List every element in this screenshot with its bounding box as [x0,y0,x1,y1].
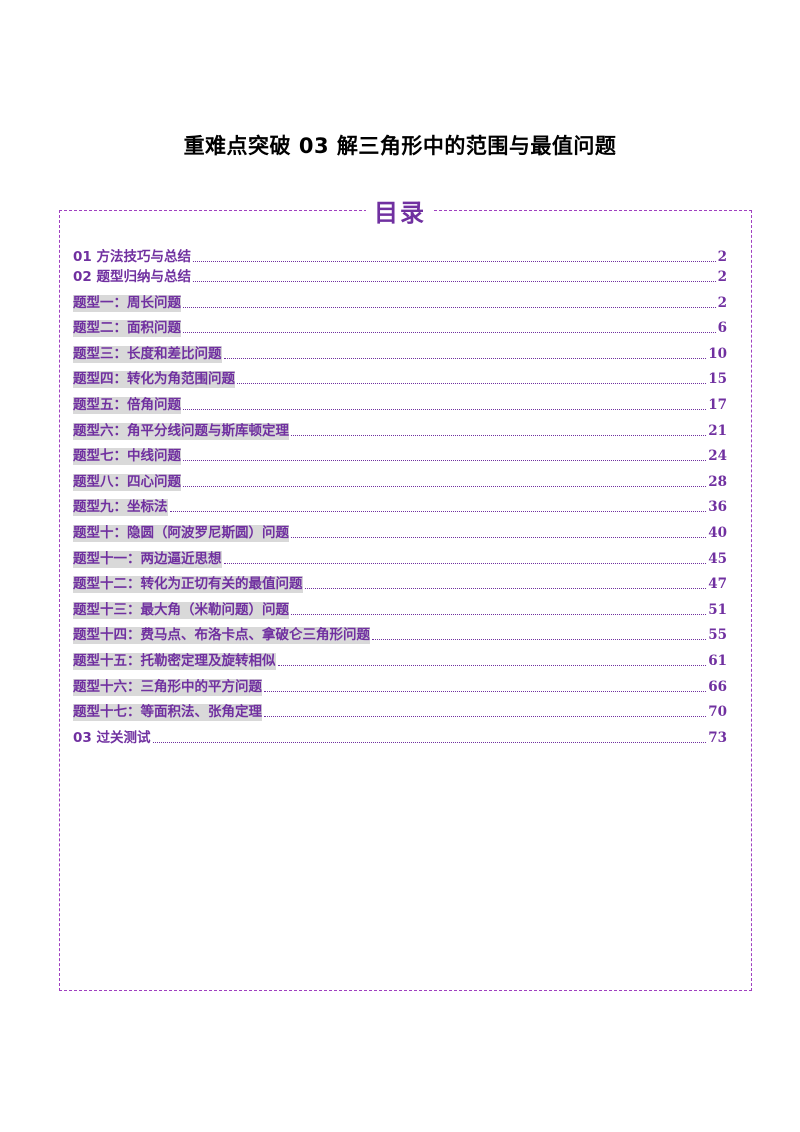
toc-leader-dots [291,434,707,436]
toc-entry-page[interactable]: 15 [708,371,727,388]
toc-entry-page[interactable]: 36 [708,499,727,516]
toc-entry-label[interactable]: 题型十二：转化为正切有关的最值问题 [73,576,303,594]
toc-leader-dots [237,383,707,385]
toc-entry[interactable]: 题型七：中线问题 24 [73,440,727,466]
toc-leader-dots [183,408,707,410]
toc-entry-page[interactable]: 61 [708,652,727,669]
toc-entry[interactable]: 题型四：转化为角范围问题 15 [73,363,727,389]
toc-leader-dots [193,261,716,262]
toc-entry-page[interactable]: 21 [708,422,727,439]
toc-entry-page[interactable]: 2 [717,294,727,311]
toc-entry-page[interactable]: 55 [708,627,727,644]
toc-entry[interactable]: 题型十一：两边逼近思想 45 [73,542,727,568]
toc-entry-page[interactable]: 10 [708,345,727,362]
toc-entry[interactable]: 题型三：长度和差比问题 10 [73,337,727,363]
toc-entry-label[interactable]: 题型十一：两边逼近思想 [73,550,222,568]
toc-entry[interactable]: 题型八：四心问题 28 [73,465,727,491]
toc-entry-label[interactable]: 题型十四：费马点、布洛卡点、拿破仑三角形问题 [73,627,370,645]
toc-entry[interactable]: 01 方法技巧与总结 2 [73,246,727,266]
toc-entry[interactable]: 题型一：周长问题 2 [73,286,727,312]
toc-leader-dots [183,485,707,487]
toc-entry[interactable]: 题型十七：等面积法、张角定理 70 [73,696,727,722]
toc-entry-page[interactable]: 2 [717,269,727,285]
toc-leader-dots [277,664,707,666]
toc-entry[interactable]: 题型六：角平分线问题与斯库顿定理 21 [73,414,727,440]
document-title: 重难点突破 03 解三角形中的范围与最值问题 [183,134,617,158]
toc-entry[interactable]: 题型十二：转化为正切有关的最值问题 47 [73,568,727,594]
toc-entry-label[interactable]: 题型七：中线问题 [73,448,181,466]
toc-entry[interactable]: 题型五：倍角问题 17 [73,388,727,414]
toc-entry-label[interactable]: 02 题型归纳与总结 [73,269,191,285]
toc-entry-label[interactable]: 题型八：四心问题 [73,473,181,491]
toc-entry-label[interactable]: 题型六：角平分线问题与斯库顿定理 [73,422,289,440]
toc-leader-dots [291,536,707,538]
toc-entry-label[interactable]: 题型四：转化为角范围问题 [73,371,235,389]
toc-leader-dots [304,588,707,590]
toc-entry[interactable]: 题型十六：三角形中的平方问题 66 [73,670,727,696]
toc-entry-label[interactable]: 题型二：面积问题 [73,320,181,338]
toc-entry-label[interactable]: 题型十：隐圆（阿波罗尼斯圆）问题 [73,524,289,542]
toc-leader-dots [183,460,707,462]
toc-entry-page[interactable]: 6 [717,320,727,337]
toc-entry-page[interactable]: 51 [708,601,727,618]
toc-entry-label[interactable]: 题型一：周长问题 [73,294,181,312]
toc-list: 01 方法技巧与总结 2 02 题型归纳与总结 2 题型一：周长问题 2 题型二：面积问题 6… [73,246,727,747]
toc-leader-dots [264,690,707,692]
toc-entry-label[interactable]: 题型十七：等面积法、张角定理 [73,704,262,722]
toc-entry[interactable]: 02 题型归纳与总结 2 [73,266,727,286]
toc-entry-page[interactable]: 47 [708,576,727,593]
toc-leader-dots [264,716,707,718]
toc-entry-page[interactable]: 2 [717,249,727,265]
toc-entry-page[interactable]: 66 [708,678,727,695]
toc-entry[interactable]: 题型十：隐圆（阿波罗尼斯圆）问题 40 [73,516,727,542]
toc-leader-dots [223,562,707,564]
toc-leader-dots [169,511,707,513]
toc-entry-page[interactable]: 24 [708,448,727,465]
toc-entry-label[interactable]: 题型五：倍角问题 [73,396,181,414]
toc-entry-label[interactable]: 题型三：长度和差比问题 [73,345,222,363]
toc-leader-dots [223,357,707,359]
toc-entry-label[interactable]: 题型十六：三角形中的平方问题 [73,678,262,696]
toc-entry-label[interactable]: 01 方法技巧与总结 [73,249,191,265]
toc-leader-dots [152,741,707,743]
toc-leader-dots [183,332,716,334]
toc-entry-page[interactable]: 40 [708,524,727,541]
toc-entry[interactable]: 题型九：坐标法 36 [73,491,727,517]
toc-leader-dots [372,639,707,641]
toc-entry[interactable]: 题型十三：最大角（米勒问题）问题 51 [73,593,727,619]
toc-entry[interactable]: 题型十四：费马点、布洛卡点、拿破仑三角形问题 55 [73,619,727,645]
toc-entry-label[interactable]: 题型九：坐标法 [73,499,168,517]
toc-entry-page[interactable]: 17 [708,396,727,413]
toc-entry-page[interactable]: 70 [708,704,727,721]
toc-entry[interactable]: 题型二：面积问题 6 [73,312,727,338]
toc-entry-label[interactable]: 题型十三：最大角（米勒问题）问题 [73,601,289,619]
toc-leader-dots [193,281,716,282]
toc-leader-dots [291,613,707,615]
toc-entry-page[interactable]: 45 [708,550,727,567]
toc-entry[interactable]: 题型十五：托勒密定理及旋转相似 61 [73,644,727,670]
toc-entry-label[interactable]: 题型十五：托勒密定理及旋转相似 [73,652,276,670]
toc-leader-dots [183,306,716,308]
toc-entry[interactable]: 03 过关测试 73 [73,721,727,747]
toc-entry-page[interactable]: 73 [708,729,727,746]
toc-entry-page[interactable]: 28 [708,473,727,490]
toc-entry-label[interactable]: 03 过关测试 [73,729,151,746]
